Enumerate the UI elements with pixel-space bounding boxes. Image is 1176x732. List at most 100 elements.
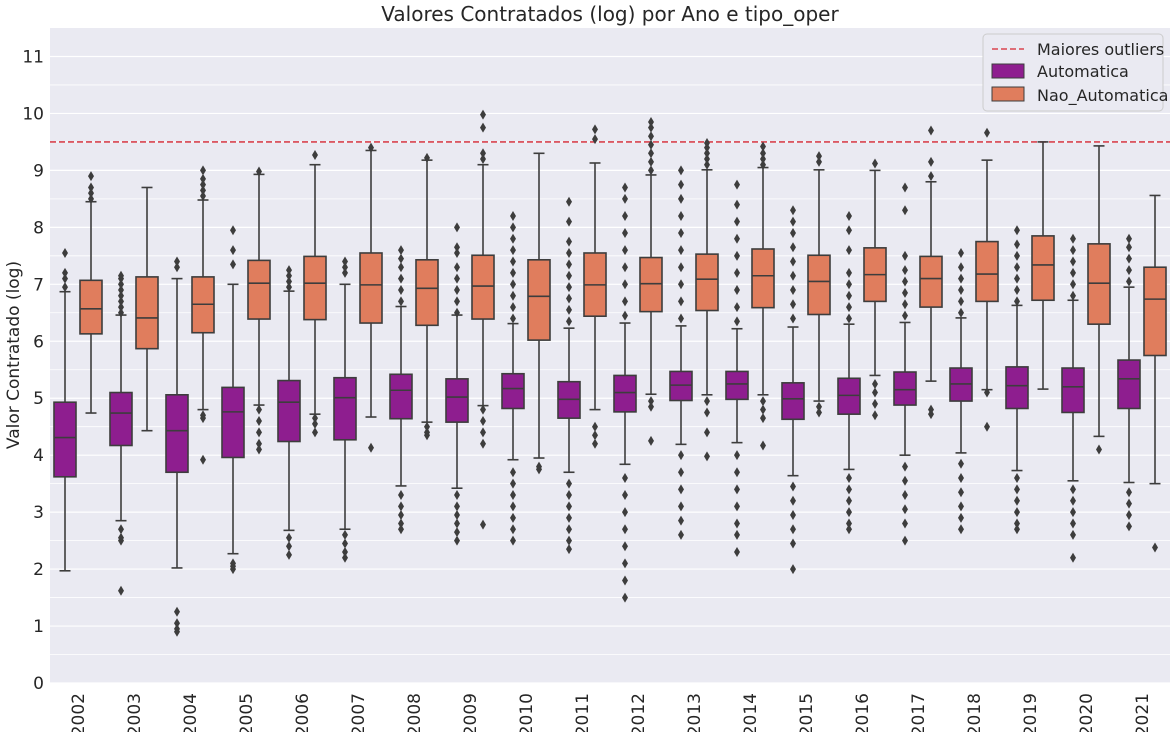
y-tick-label: 11 — [22, 47, 44, 67]
outlier-point — [760, 440, 766, 451]
outlier-point — [734, 316, 740, 327]
outlier-point — [622, 472, 628, 483]
outlier-point — [510, 490, 516, 501]
outlier-point — [592, 438, 598, 449]
outlier-point — [984, 387, 990, 398]
y-tick-label: 8 — [33, 218, 44, 238]
outlier-point — [902, 250, 908, 261]
box-iqr — [165, 393, 189, 474]
outlier-point — [118, 290, 124, 301]
box-nao-automatica-2016 — [863, 158, 887, 421]
legend-nao-automatica-label: Nao_Automatica — [1037, 86, 1168, 106]
outlier-point — [566, 282, 572, 293]
chart-title: Valores Contratados (log) por Ano e tipo… — [381, 2, 839, 26]
outlier-point — [1070, 279, 1076, 290]
outlier-point — [846, 524, 852, 535]
box-iqr — [781, 382, 805, 421]
box-automatica-2007 — [333, 256, 357, 563]
outlier-point — [902, 265, 908, 276]
outlier-point — [846, 245, 852, 256]
outlier-point — [510, 302, 516, 313]
outlier-point — [1070, 267, 1076, 278]
outlier-point — [510, 279, 516, 290]
outlier-point — [256, 404, 262, 415]
box-series — [53, 109, 1167, 637]
outlier-point — [902, 276, 908, 287]
outlier-point — [1126, 276, 1132, 287]
outlier-point — [790, 299, 796, 310]
outlier-point — [734, 233, 740, 244]
x-tick-label: 2009 — [461, 693, 481, 732]
outlier-point — [88, 182, 94, 193]
outlier-point — [902, 475, 908, 486]
outlier-point — [118, 270, 124, 281]
outlier-point — [480, 148, 486, 159]
outlier-point — [510, 501, 516, 512]
box-nao-automatica-2012 — [639, 116, 663, 446]
outlier-point — [846, 495, 852, 506]
outlier-point — [704, 427, 710, 438]
outlier-point — [816, 407, 822, 418]
outlier-point — [872, 398, 878, 409]
outlier-point — [256, 427, 262, 438]
outlier-point — [1070, 495, 1076, 506]
outlier-point — [648, 401, 654, 412]
outlier-point — [648, 148, 654, 159]
outlier-point — [454, 535, 460, 546]
outlier-point — [902, 490, 908, 501]
y-tick-label: 1 — [33, 617, 44, 637]
outlier-point — [958, 262, 964, 273]
outlier-point — [734, 547, 740, 557]
outlier-point — [734, 267, 740, 278]
outlier-point — [398, 245, 404, 256]
outlier-point — [704, 396, 710, 407]
box-automatica-2013 — [669, 165, 693, 540]
x-tick-label: 2003 — [125, 693, 145, 732]
outlier-point — [174, 618, 180, 629]
outlier-point — [454, 307, 460, 318]
outlier-point — [256, 416, 262, 426]
box-automatica-2006 — [277, 265, 301, 560]
outlier-point — [704, 451, 710, 462]
x-tick-label: 2013 — [685, 693, 705, 732]
outlier-point — [734, 501, 740, 512]
box-iqr — [445, 378, 469, 423]
outlier-point — [88, 193, 94, 204]
outlier-point — [1014, 250, 1020, 261]
outlier-point — [648, 396, 654, 407]
outlier-point — [592, 421, 598, 432]
box-automatica-2008 — [389, 245, 413, 535]
outlier-point — [118, 524, 124, 535]
outlier-point — [1126, 521, 1132, 532]
outlier-point — [566, 501, 572, 512]
x-tick-label: 2014 — [741, 693, 761, 732]
box-iqr — [1143, 266, 1167, 357]
box-automatica-2010 — [501, 210, 525, 546]
outlier-point — [230, 564, 236, 575]
box-nao-automatica-2015 — [807, 151, 831, 418]
outlier-point — [480, 109, 486, 120]
outlier-point — [286, 270, 292, 281]
box-nao-automatica-2008 — [415, 152, 439, 441]
outlier-point — [1014, 472, 1020, 483]
outlier-point — [790, 216, 796, 227]
x-tick-label: 2011 — [573, 693, 593, 732]
outlier-point — [760, 154, 766, 164]
y-tick-label: 3 — [33, 503, 44, 523]
outlier-point — [790, 285, 796, 295]
outlier-point — [454, 296, 460, 307]
outlier-point — [704, 407, 710, 418]
outlier-point — [174, 626, 180, 637]
outlier-point — [846, 313, 852, 324]
outlier-point — [790, 564, 796, 575]
outlier-point — [872, 158, 878, 169]
outlier-point — [846, 302, 852, 313]
outlier-point — [342, 552, 348, 563]
box-nao-automatica-2005 — [247, 166, 271, 455]
outlier-point — [368, 442, 374, 453]
box-iqr — [893, 371, 917, 406]
box-nao-automatica-2004 — [191, 165, 215, 465]
box-iqr — [389, 373, 413, 420]
outlier-point — [1070, 518, 1076, 529]
box-iqr — [247, 259, 271, 320]
